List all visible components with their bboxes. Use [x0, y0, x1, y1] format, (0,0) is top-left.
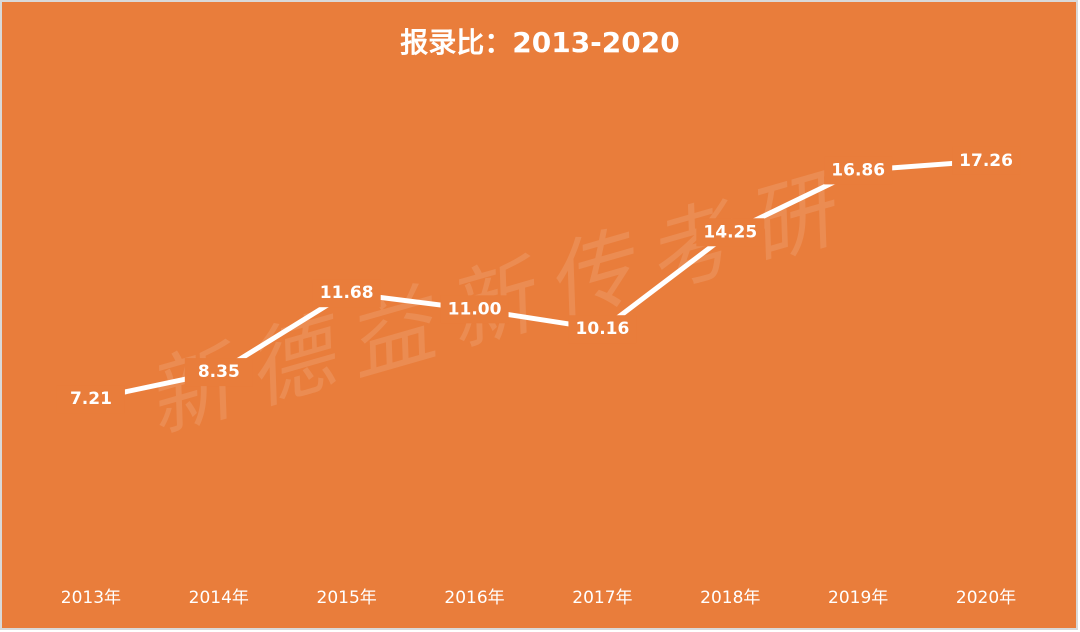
label-background — [56, 385, 125, 414]
label-background — [696, 218, 765, 247]
x-tick-label: 2014年 — [189, 588, 249, 608]
label-background — [952, 146, 1021, 175]
x-tick-label: 2017年 — [572, 588, 632, 608]
data-label: 16.86 — [831, 160, 885, 180]
data-label: 11.00 — [448, 299, 502, 319]
x-tick-label: 2019年 — [828, 588, 888, 608]
x-tick-label: 2016年 — [444, 588, 504, 608]
x-tick-label: 2020年 — [956, 588, 1016, 608]
data-label: 11.68 — [320, 283, 374, 303]
label-background — [824, 156, 893, 185]
chart-title: 报录比：2013-2020 — [400, 26, 679, 59]
x-tick-label: 2013年 — [61, 588, 121, 608]
data-label: 17.26 — [959, 151, 1013, 171]
label-background — [568, 315, 637, 344]
label-background — [440, 295, 509, 324]
data-label: 8.35 — [198, 362, 240, 382]
data-label: 10.16 — [576, 319, 630, 339]
x-tick-label: 2018年 — [700, 588, 760, 608]
data-label: 14.25 — [703, 222, 757, 242]
data-label: 7.21 — [70, 389, 112, 409]
label-background — [312, 279, 381, 308]
x-tick-label: 2015年 — [317, 588, 377, 608]
label-background — [184, 358, 253, 387]
